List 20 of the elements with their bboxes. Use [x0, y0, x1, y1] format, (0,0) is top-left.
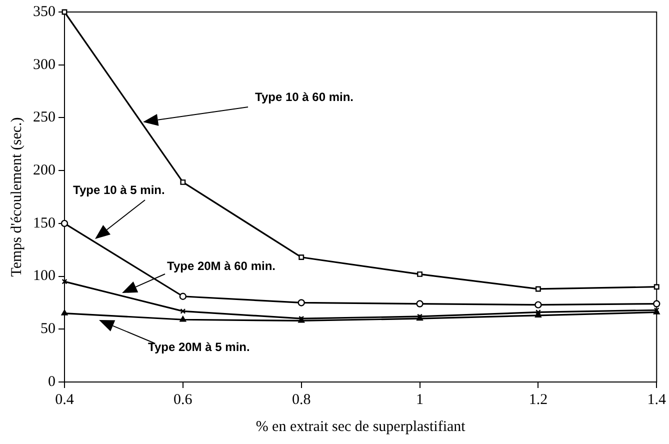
x-tick-label: 0.6: [174, 392, 193, 408]
y-tick-label: 150: [33, 215, 56, 232]
x-tick-label: 0.4: [55, 392, 74, 408]
y-tick-label: 250: [33, 110, 56, 126]
y-tick-label: 50: [40, 321, 56, 338]
annotation: Type 20M à 60 min.: [167, 259, 276, 273]
y-tick-label: 100: [33, 268, 56, 284]
x-tick-label: 1.4: [647, 392, 666, 408]
y-tick-label: 200: [33, 162, 56, 179]
y-axis-title: Temps d'écoulement (sec.): [8, 117, 25, 277]
annotation: Type 20M à 5 min.: [148, 340, 250, 354]
x-tick-label: 0.8: [292, 392, 311, 408]
annotation: Type 10 à 5 min.: [73, 183, 165, 197]
x-tick-label: 1: [416, 392, 424, 408]
y-tick-label: 0: [48, 374, 56, 390]
x-tick-label: 1.2: [528, 392, 548, 408]
annotation: Type 10 à 60 min.: [255, 90, 354, 104]
y-tick-label: 300: [33, 56, 56, 73]
x-axis-title: % en extrait sec de superplastifiant: [256, 418, 466, 435]
y-tick-label: 350: [33, 4, 56, 20]
